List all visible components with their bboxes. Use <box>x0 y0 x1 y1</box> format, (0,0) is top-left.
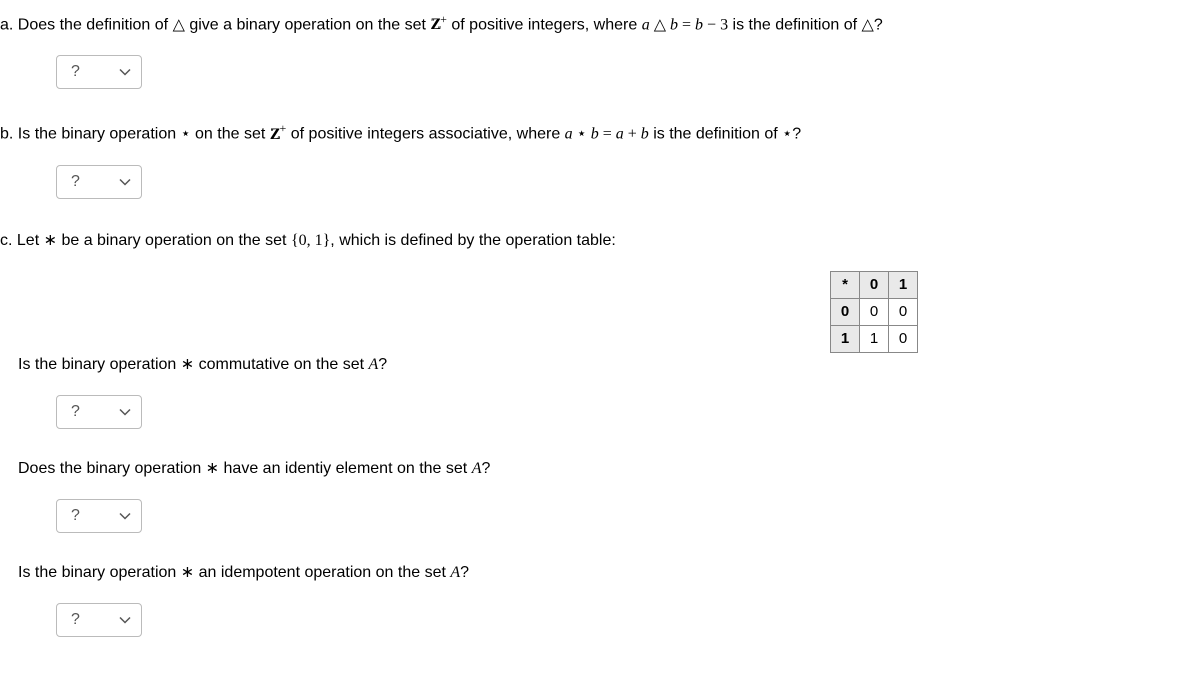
text: ? <box>481 460 490 477</box>
select-a[interactable]: ? <box>56 55 142 89</box>
table-cell: 0 <box>860 298 889 325</box>
set-z: Z <box>430 13 440 37</box>
select-value: ? <box>71 507 80 525</box>
table-cell: 0 <box>889 325 918 352</box>
ast-symbol: ∗ <box>181 564 194 581</box>
text: of positive integers, where <box>447 16 642 33</box>
var-A: A <box>472 460 482 477</box>
question-c-text: c. Let ∗ be a binary operation on the se… <box>0 229 1184 253</box>
select-a-wrap: ? <box>56 55 1184 89</box>
text: ? <box>460 564 469 581</box>
chevron-down-icon <box>119 408 131 416</box>
select-b-wrap: ? <box>56 165 1184 199</box>
triangle-symbol: △ <box>173 16 185 33</box>
minus: − <box>703 16 720 33</box>
operation-table-wrap: * 0 1 0 0 0 1 1 0 <box>0 271 1184 353</box>
question-b: b. Is the binary operation ⋆ on the set … <box>0 119 1184 198</box>
text: is the definition of <box>649 126 782 143</box>
table-col-header: 0 <box>860 271 889 298</box>
text: ? <box>378 356 387 373</box>
operation-table: * 0 1 0 0 0 1 1 0 <box>830 271 918 353</box>
star-symbol: ⋆ <box>181 126 191 143</box>
question-a-text: a. Does the definition of △ give a binar… <box>0 10 1184 37</box>
text: Is the binary operation <box>18 356 181 373</box>
label-a: a. <box>0 16 13 33</box>
set-01: {0, 1} <box>291 232 330 249</box>
table-col-header: 1 <box>889 271 918 298</box>
equals: = <box>678 16 695 33</box>
select-c1-wrap: ? <box>56 395 1184 429</box>
select-c1[interactable]: ? <box>56 395 142 429</box>
var-b: b <box>591 126 599 143</box>
text: Is the binary operation <box>18 564 181 581</box>
text: Does the definition of <box>18 16 173 33</box>
chevron-down-icon <box>119 68 131 76</box>
num-3: 3 <box>720 16 728 33</box>
var-A: A <box>368 356 378 373</box>
text: commutative on the set <box>194 356 368 373</box>
table-cell: 1 <box>860 325 889 352</box>
var-a: a <box>642 16 650 33</box>
set-z: Z <box>270 123 280 147</box>
text: ? <box>874 16 883 33</box>
select-c3[interactable]: ? <box>56 603 142 637</box>
ast-symbol: ∗ <box>206 460 219 477</box>
question-a: a. Does the definition of △ give a binar… <box>0 10 1184 89</box>
question-c: c. Let ∗ be a binary operation on the se… <box>0 229 1184 637</box>
label-c: c. <box>0 232 12 249</box>
text: have an identiy element on the set <box>219 460 472 477</box>
select-value: ? <box>71 173 80 191</box>
var-a: a <box>565 126 573 143</box>
var-b: b <box>670 16 678 33</box>
star-symbol: ⋆ <box>573 126 591 143</box>
chevron-down-icon <box>119 178 131 186</box>
select-c2[interactable]: ? <box>56 499 142 533</box>
var-a: a <box>616 126 624 143</box>
text: an idempotent operation on the set <box>194 564 450 581</box>
select-b[interactable]: ? <box>56 165 142 199</box>
select-c2-wrap: ? <box>56 499 1184 533</box>
table-row-header: 0 <box>831 298 860 325</box>
triangle-symbol: △ <box>650 16 670 33</box>
select-c3-wrap: ? <box>56 603 1184 637</box>
plus: + <box>624 126 641 143</box>
var-b: b <box>641 126 649 143</box>
text: on the set <box>191 126 270 143</box>
question-c3-text: Is the binary operation ∗ an idempotent … <box>18 561 1184 585</box>
table-corner: * <box>831 271 860 298</box>
text: be a binary operation on the set <box>57 232 291 249</box>
select-value: ? <box>71 403 80 421</box>
text: Does the binary operation <box>18 460 206 477</box>
triangle-symbol: △ <box>862 16 874 33</box>
star-symbol: ⋆ <box>782 126 792 143</box>
ast-symbol: ∗ <box>181 356 194 373</box>
text: Let <box>17 232 44 249</box>
chevron-down-icon <box>119 616 131 624</box>
label-b: b. <box>0 126 13 143</box>
text: of positive integers associative, where <box>286 126 564 143</box>
table-row-header: 1 <box>831 325 860 352</box>
chevron-down-icon <box>119 512 131 520</box>
var-b: b <box>695 16 703 33</box>
select-value: ? <box>71 611 80 629</box>
var-A: A <box>450 564 460 581</box>
text: ? <box>792 126 801 143</box>
question-b-text: b. Is the binary operation ⋆ on the set … <box>0 119 1184 146</box>
text: , which is defined by the operation tabl… <box>330 232 616 249</box>
equals: = <box>599 126 616 143</box>
ast-symbol: ∗ <box>44 232 57 249</box>
question-c2-text: Does the binary operation ∗ have an iden… <box>18 457 1184 481</box>
table-cell: 0 <box>889 298 918 325</box>
text: give a binary operation on the set <box>185 16 431 33</box>
question-c1-text: Is the binary operation ∗ commutative on… <box>18 353 1184 377</box>
text: is the definition of <box>728 16 861 33</box>
select-value: ? <box>71 63 80 81</box>
text: Is the binary operation <box>18 126 181 143</box>
